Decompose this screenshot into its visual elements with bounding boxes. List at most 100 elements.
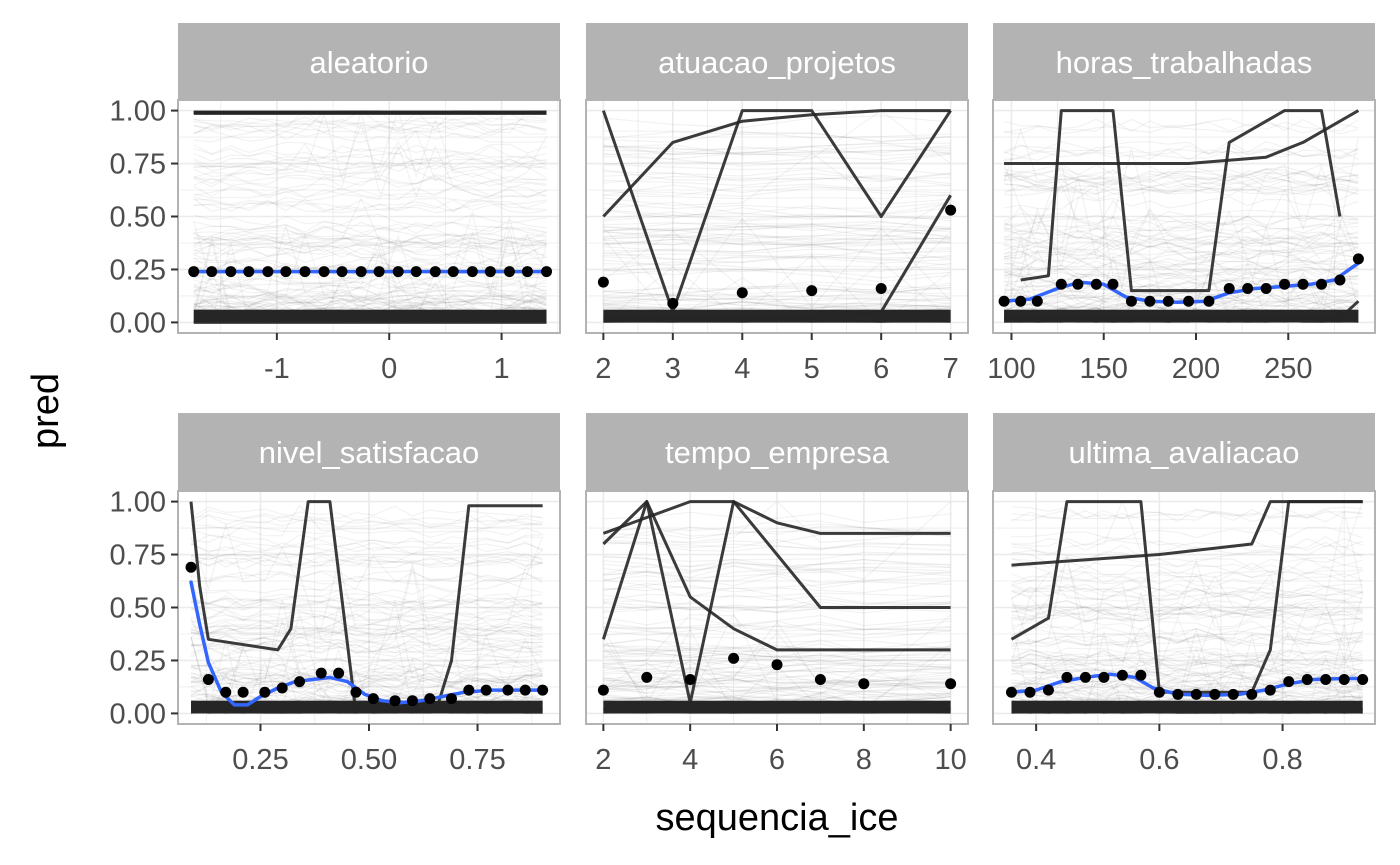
ice-line [190, 641, 543, 654]
ice-line [603, 265, 951, 276]
ice-curve [1004, 109, 1360, 165]
ice-line [1003, 127, 1359, 193]
ice-line [603, 539, 951, 550]
mean-pred-point [1301, 674, 1313, 686]
ice-line [603, 620, 951, 633]
ice-line [603, 662, 951, 696]
mean-pred-point [597, 276, 609, 288]
x-tick-label: 0.6 [1139, 744, 1179, 776]
ice-line [603, 221, 951, 230]
ice-band-low [193, 309, 547, 323]
ice-line [193, 232, 547, 246]
ice-line [603, 689, 951, 702]
ice-line [603, 637, 951, 651]
x-tick-label: 3 [665, 353, 681, 385]
ice-line [1004, 176, 1359, 262]
ice-line [1004, 148, 1359, 161]
ice-line [603, 298, 951, 308]
ice-line [190, 667, 543, 681]
ice-line [190, 555, 543, 568]
ice-line [1004, 249, 1359, 263]
panel-aleatorio: aleatorio 0.00 0.25 0.50 0.75 1.00 -1 0 1 [110, 23, 561, 385]
ice-line [1011, 590, 1363, 602]
facet-title: ultima_avaliacao [1069, 435, 1300, 470]
ice-line [1003, 164, 1359, 247]
y-tick-label: 0.00 [110, 698, 166, 730]
ice-line [1011, 606, 1363, 620]
ice-line [603, 676, 951, 689]
ice-line [193, 295, 547, 309]
ice-line [193, 261, 547, 274]
ice-line [193, 186, 547, 200]
ice-line [1004, 238, 1359, 252]
ice-line [603, 647, 951, 661]
ice-line [1003, 137, 1359, 229]
ice-line [1011, 634, 1363, 648]
ice-line [1011, 586, 1363, 600]
x-tick-label: 6 [873, 353, 889, 385]
ice-line [603, 666, 951, 673]
x-tick-label: 7 [943, 353, 959, 385]
ice-line [191, 545, 543, 559]
ice-line [603, 253, 951, 265]
mean-pred-point [202, 674, 214, 686]
ice-line [190, 621, 543, 636]
ice-line [603, 691, 951, 702]
ice-line [190, 607, 543, 621]
mean-pred-point [521, 266, 533, 278]
mean-pred-point [503, 266, 515, 278]
ice-line [1004, 175, 1359, 190]
ice-curve [1011, 500, 1363, 567]
ice-line [1003, 236, 1359, 249]
mean-pred-point [1203, 295, 1215, 307]
ice-lines [1003, 109, 1360, 324]
mean-pred-point [1223, 283, 1235, 295]
ice-line [1003, 215, 1359, 256]
ice-line [1011, 655, 1363, 668]
ice-line [193, 219, 547, 233]
ice-line [1010, 595, 1363, 674]
mean-pred-point [1315, 278, 1327, 290]
ice-line [603, 625, 951, 634]
facet-strip [178, 413, 560, 491]
ice-line [1011, 689, 1363, 702]
ice-line [190, 634, 543, 647]
ice-line [190, 606, 543, 621]
ice-line [603, 664, 951, 676]
ice-line [190, 504, 543, 538]
ice-line [603, 221, 951, 233]
ice-line [193, 292, 547, 306]
ice-line [603, 659, 951, 669]
mean-pred-point [814, 674, 826, 686]
facet-strip [993, 23, 1375, 100]
ice-line [193, 231, 547, 299]
ice-line [1011, 569, 1363, 584]
mean-pred-point [1264, 684, 1276, 696]
mean-pred-point [220, 686, 232, 698]
ice-line [190, 593, 543, 607]
ice-line [1003, 266, 1359, 280]
ice-line [193, 161, 547, 174]
ice-line [193, 122, 548, 185]
ice-line [603, 255, 951, 264]
ice-line [1011, 679, 1363, 694]
ice-line [603, 212, 951, 222]
panel-border [992, 490, 1376, 725]
ice-band-low [603, 309, 951, 323]
mean-pred-point [1162, 295, 1174, 307]
mean-pred-point [406, 695, 418, 707]
ice-lines [601, 109, 952, 324]
ice-line [603, 680, 951, 694]
ice-line [190, 562, 543, 643]
ice-line [193, 298, 547, 313]
mean-pred-point [736, 287, 748, 299]
ice-line [1004, 119, 1359, 133]
mean-pred-point [1125, 295, 1137, 307]
ice-line [603, 541, 951, 552]
mean-pred-point [1279, 278, 1291, 290]
ice-line [603, 176, 951, 187]
ice-line [1003, 163, 1359, 177]
ice-line [603, 666, 951, 677]
facet-strip [586, 413, 968, 491]
mean-pred-point [447, 266, 459, 278]
